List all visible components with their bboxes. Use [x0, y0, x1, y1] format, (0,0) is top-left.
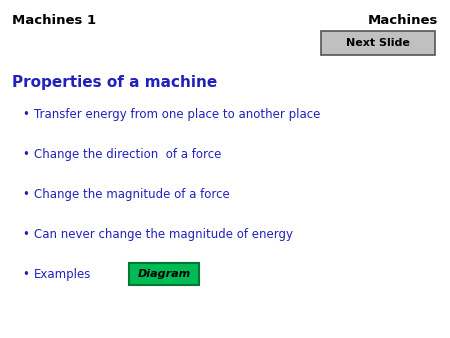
Text: Change the direction  of a force: Change the direction of a force	[34, 148, 221, 161]
Text: Transfer energy from one place to another place: Transfer energy from one place to anothe…	[34, 108, 320, 121]
FancyBboxPatch shape	[321, 31, 435, 55]
Text: Properties of a machine: Properties of a machine	[12, 75, 217, 90]
FancyBboxPatch shape	[129, 263, 199, 285]
Text: Can never change the magnitude of energy: Can never change the magnitude of energy	[34, 228, 293, 241]
Text: Diagram: Diagram	[137, 269, 191, 279]
Text: Machines 1: Machines 1	[12, 14, 96, 27]
Text: •: •	[22, 108, 29, 121]
Text: •: •	[22, 148, 29, 161]
Text: •: •	[22, 268, 29, 281]
Text: Change the magnitude of a force: Change the magnitude of a force	[34, 188, 230, 201]
Text: Machines: Machines	[368, 14, 438, 27]
Text: Examples: Examples	[34, 268, 91, 281]
Text: •: •	[22, 188, 29, 201]
Text: Next Slide: Next Slide	[346, 38, 410, 48]
Text: •: •	[22, 228, 29, 241]
